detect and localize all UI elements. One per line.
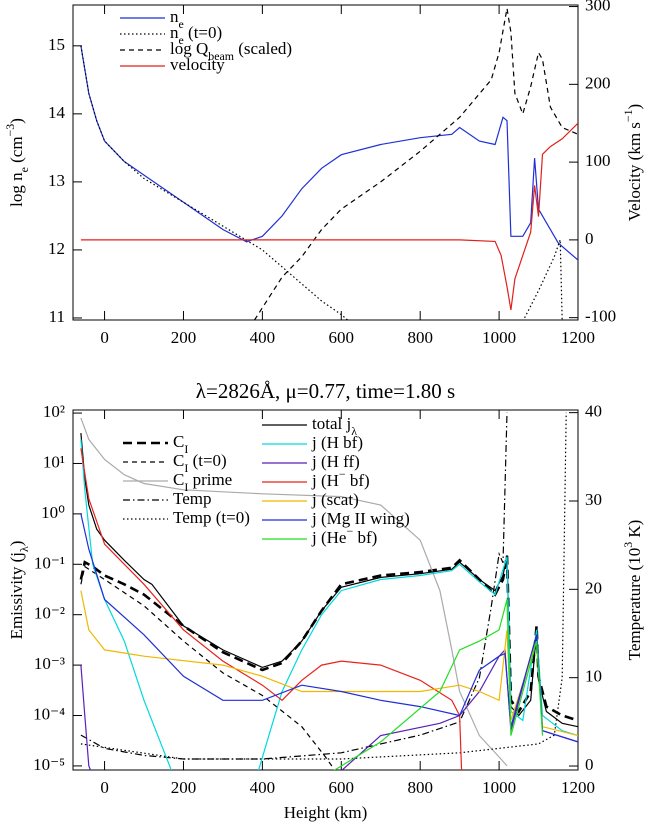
legend-label: j (He− bf): [311, 524, 377, 547]
y2-tick-label: 300: [585, 0, 611, 14]
series-line: [80, 448, 463, 770]
y2-tick-label: 0: [585, 755, 594, 774]
legend-label: j (Mg II wing): [311, 509, 410, 528]
legend-label: j (scat): [311, 490, 359, 509]
legend-label: Temp (t=0): [173, 508, 250, 527]
legend-label: j (H− bf): [311, 467, 370, 490]
y2-axis-label: Velocity (km s−1): [621, 104, 644, 221]
x-tick-label: 400: [250, 778, 276, 797]
x-tick-label: 800: [407, 778, 433, 797]
series-line: [80, 412, 508, 760]
series-line: [80, 45, 563, 320]
y2-tick-label: 0: [585, 229, 594, 248]
y-axis-label: log ne (cm−3): [3, 118, 31, 207]
x-tick-label: 1200: [561, 328, 595, 347]
x-tick-label: 400: [250, 328, 276, 347]
chart-title: λ=2826Å, μ=0.77, time=1.80 s: [196, 379, 455, 403]
legend-label: Temp: [173, 489, 211, 508]
x-tick-label: 1000: [482, 328, 516, 347]
x-tick-label: 600: [329, 328, 355, 347]
series-line: [80, 433, 578, 728]
y-tick-label: 10⁻⁴: [33, 704, 65, 723]
x-tick-label: 0: [100, 328, 109, 347]
y-tick-label: 10⁻²: [34, 604, 65, 623]
legend-label: velocity: [170, 55, 225, 74]
series-line: [80, 565, 334, 769]
x-tick-label: 0: [100, 778, 109, 797]
x-tick-label: 200: [171, 778, 197, 797]
y-tick-label: 11: [49, 307, 65, 326]
y-tick-label: 10⁻³: [34, 654, 65, 673]
y-tick-label: 14: [48, 103, 66, 122]
series-line: [80, 122, 578, 310]
y2-tick-label: 20: [585, 578, 602, 597]
legend-label: j (H bf): [311, 433, 363, 452]
y2-axis-label: Temperature (103 K): [621, 520, 644, 661]
y2-tick-label: 40: [585, 402, 602, 421]
series-line: [80, 45, 578, 261]
series-line: [80, 634, 578, 770]
legend-label: ne (t=0): [170, 23, 222, 47]
y2-tick-label: 30: [585, 490, 602, 509]
series-line: [80, 439, 578, 770]
x-axis-label: Height (km): [284, 803, 368, 822]
x-tick-label: 200: [171, 328, 197, 347]
legend-label: ne: [170, 7, 184, 31]
legend-label: CI: [173, 432, 188, 456]
x-tick-label: 800: [407, 328, 433, 347]
legend-label: log Qbeam (scaled): [170, 39, 292, 63]
legend-label: total jλ: [312, 414, 357, 438]
y2-tick-label: 200: [585, 73, 611, 92]
y-tick-label: 13: [48, 171, 65, 190]
y-tick-label: 10²: [43, 402, 65, 421]
series-line: [333, 599, 544, 770]
y2-tick-label: -100: [585, 307, 616, 326]
plot-area: [80, 8, 578, 320]
plot-area: [79, 412, 578, 770]
x-tick-label: 1200: [561, 778, 595, 797]
series-line: [253, 8, 578, 320]
x-tick-label: 1000: [482, 778, 516, 797]
legend-label: CI prime: [173, 470, 232, 494]
y-tick-label: 12: [48, 239, 65, 258]
legend-label: CI (t=0): [173, 451, 227, 475]
y-tick-label: 10⁰: [41, 503, 65, 522]
y2-tick-label: 100: [585, 151, 611, 170]
y-tick-label: 10⁻⁵: [33, 755, 65, 774]
legend-label: j (H ff): [311, 452, 360, 471]
y-tick-label: 10¹: [43, 452, 65, 471]
y-tick-label: 10⁻¹: [34, 553, 65, 572]
y-axis-label: Emissivity (jλ): [7, 541, 31, 640]
series-line: [79, 555, 578, 722]
y2-tick-label: 10: [585, 667, 602, 686]
plot-frame: [72, 4, 579, 321]
series-line: [80, 417, 508, 767]
plot-frame: [72, 409, 579, 771]
y-tick-label: 15: [48, 35, 65, 54]
x-tick-label: 600: [329, 778, 355, 797]
